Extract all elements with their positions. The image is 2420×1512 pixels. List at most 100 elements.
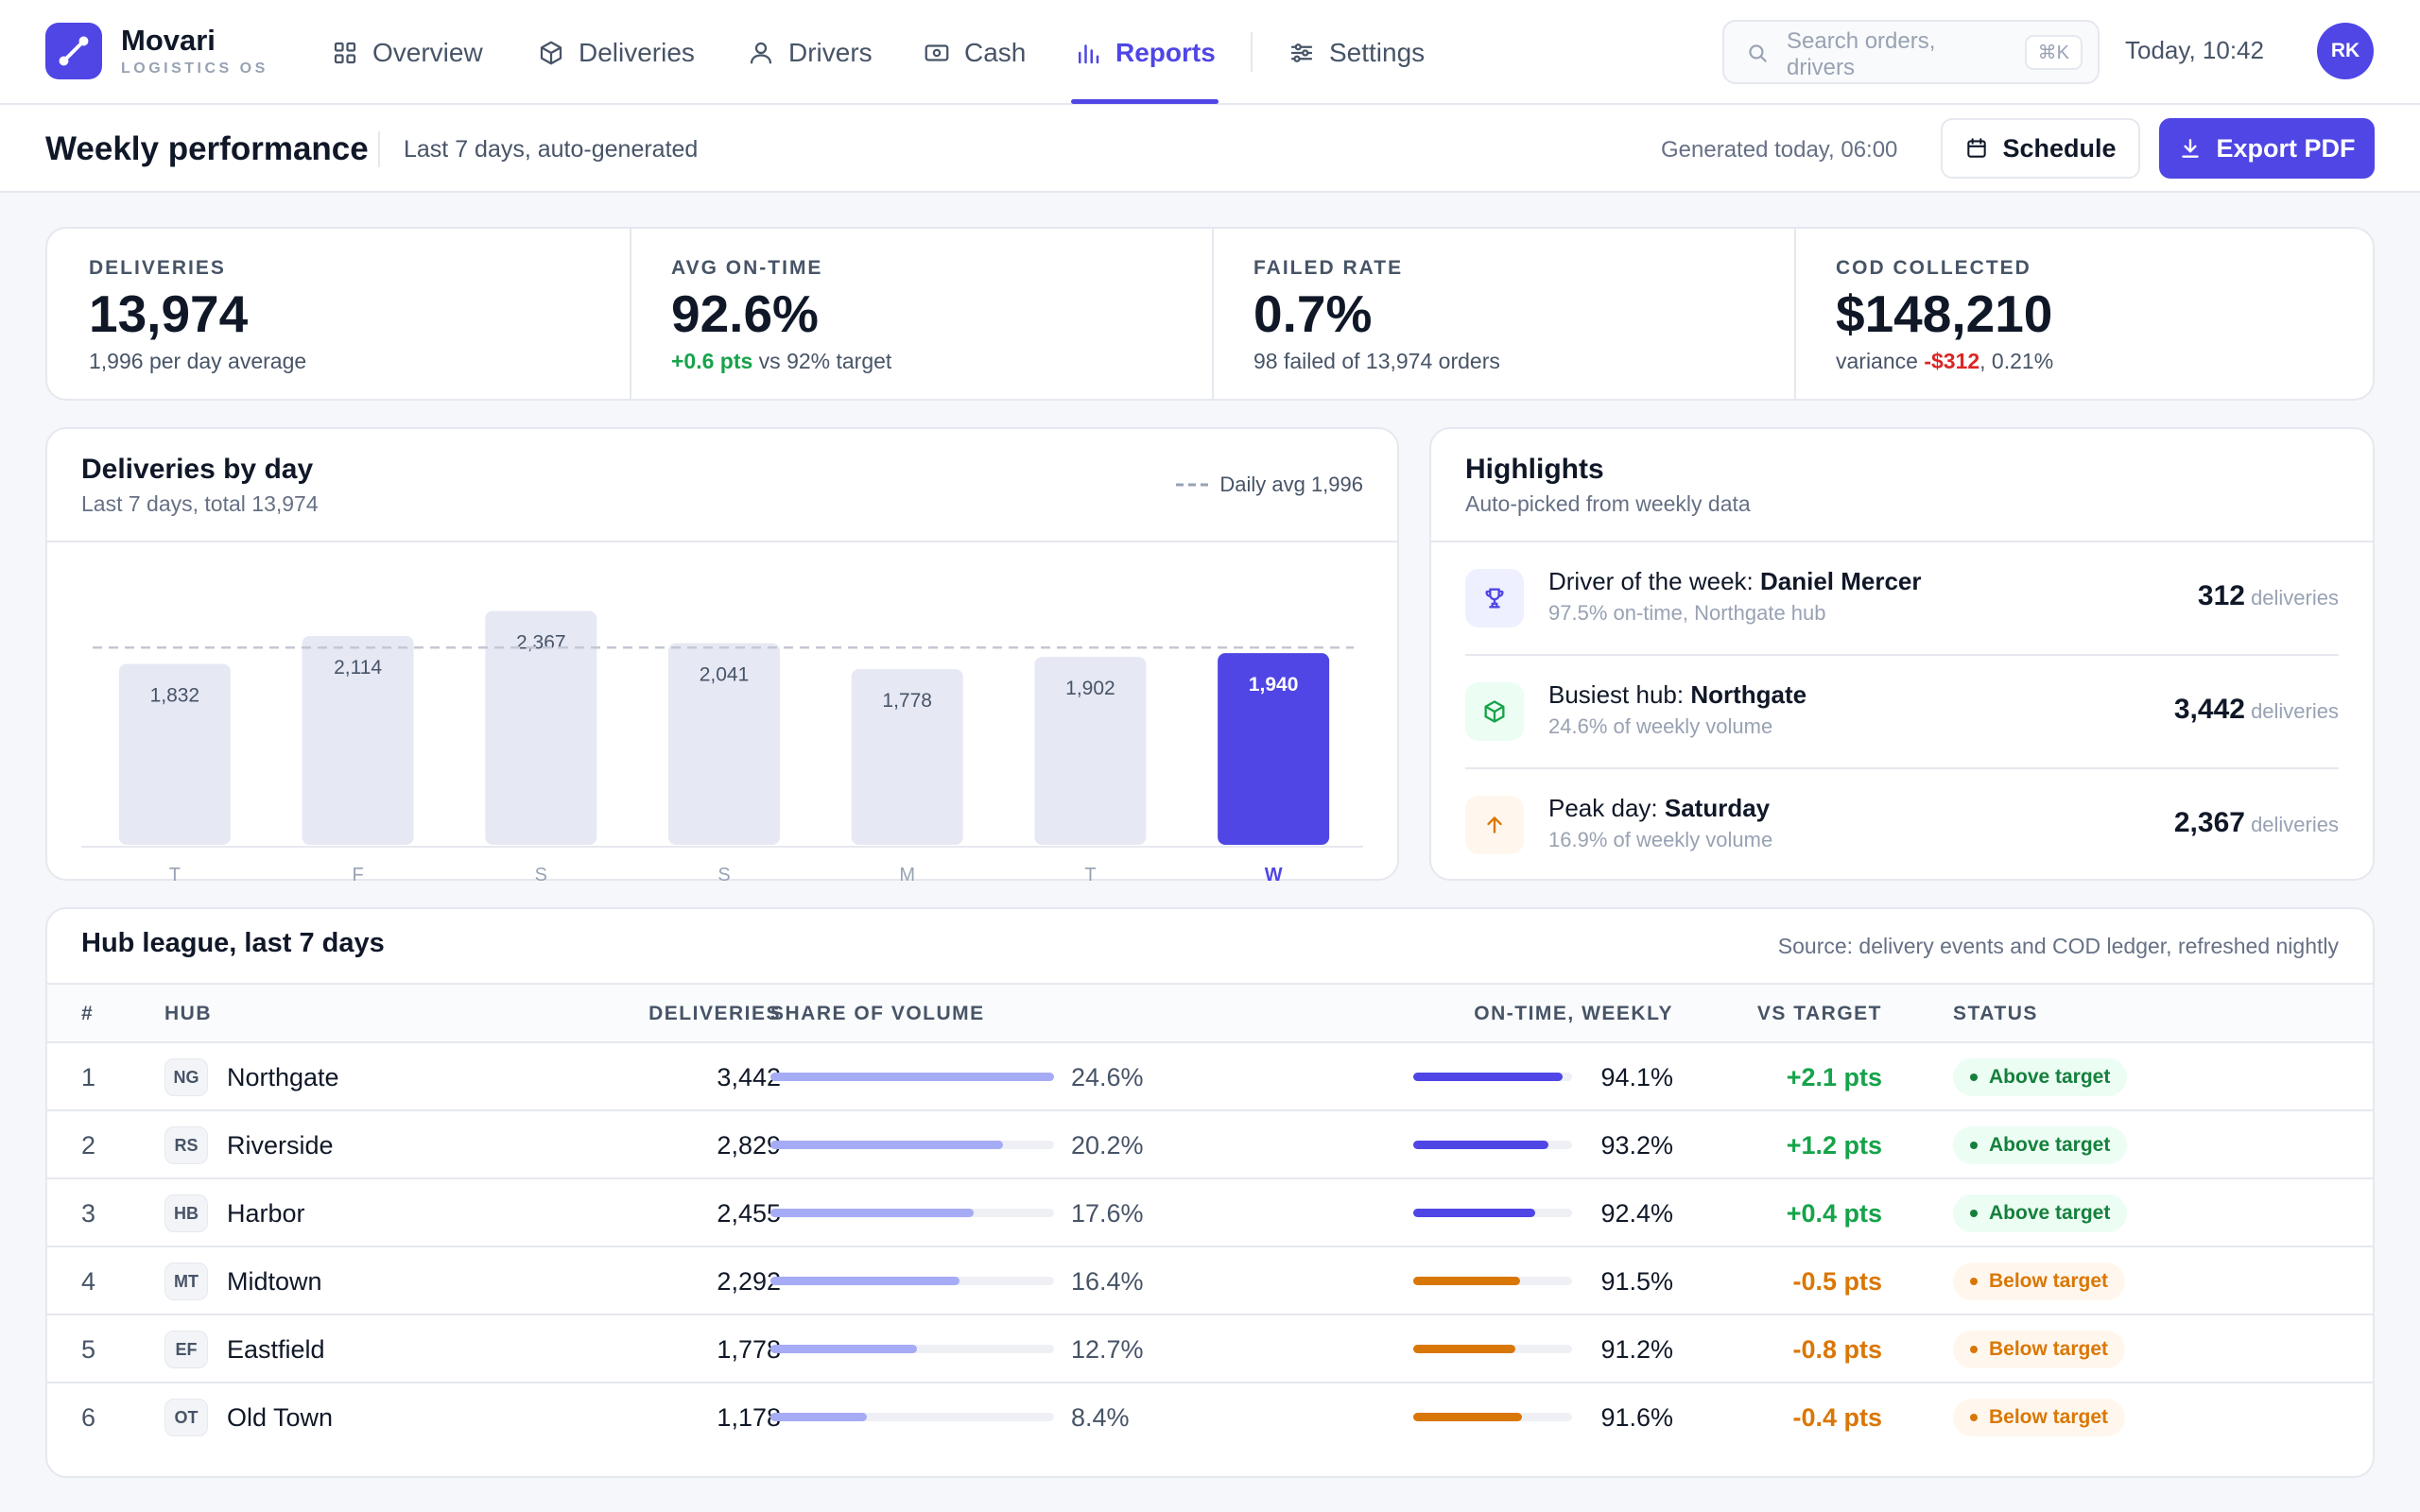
highlight-value-number: 2,367: [2173, 807, 2245, 838]
highlights-card: Highlights Auto-picked from weekly data …: [1429, 427, 2375, 881]
kpi-on-time: AVG ON-TIME 92.6% +0.6 pts vs 92% target: [630, 229, 1212, 399]
generated-timestamp: Generated today, 06:00: [1661, 137, 1898, 163]
export-pdf-button[interactable]: Export PDF: [2159, 118, 2375, 179]
x-tick-label: T: [169, 865, 181, 883]
kpi-divider: [1212, 229, 1214, 399]
nav-overview[interactable]: Overview: [331, 0, 483, 105]
search-placeholder: Search orders, drivers: [1787, 28, 1936, 80]
table-row[interactable]: 1 NG Northgate 3,442 24.6% 94.1% +2.1 pts Above…: [47, 1041, 2373, 1109]
x-tick-label: W: [1265, 865, 1283, 883]
sliders-icon: [1290, 43, 1313, 62]
bar-value-label: 2,114: [334, 657, 382, 679]
rank-cell: 2: [81, 1131, 96, 1160]
on-time-bar-fill: [1413, 1345, 1515, 1353]
kpi-sub-prefix: variance: [1836, 349, 1925, 373]
x-tick-label: F: [352, 865, 363, 883]
avatar[interactable]: RK: [2317, 23, 2374, 79]
deliveries-cell: 1,178: [717, 1403, 781, 1432]
share-cell: 17.6%: [1071, 1199, 1144, 1228]
kpi-sub: 98 failed of 13,974 orders: [1253, 349, 1500, 373]
on-time-bar-fill: [1413, 1209, 1535, 1217]
table-source: Source: delivery events and COD ledger, …: [1777, 934, 2339, 958]
nav-overview-label: Overview: [372, 37, 483, 67]
nav-deliveries[interactable]: Deliveries: [537, 0, 695, 105]
highlight-title-prefix: Busiest hub:: [1548, 680, 1691, 709]
card-divider: [47, 541, 1397, 542]
table-header: # HUB DELIVERIES SHARE OF VOLUME ON-TIME…: [47, 983, 2373, 1041]
highlight-value-number: 3,442: [2173, 694, 2245, 725]
hub-name-cell: Eastfield: [227, 1335, 325, 1364]
on-time-bar-fill: [1413, 1141, 1548, 1149]
bar[interactable]: [1034, 657, 1147, 845]
search-shortcut: ⌘K: [2024, 35, 2083, 70]
nav-cash[interactable]: Cash: [923, 0, 1026, 105]
vs-target-cell: -0.4 pts: [1792, 1403, 1882, 1432]
col-rank: #: [81, 1003, 95, 1024]
trophy-icon: [1465, 569, 1524, 627]
nav-settings-label: Settings: [1329, 37, 1426, 67]
rank-cell: 6: [81, 1403, 96, 1432]
bar[interactable]: [485, 610, 597, 846]
highlight-busiest-hub[interactable]: Busiest hub: Northgate 24.6% of weekly v…: [1431, 656, 2373, 767]
on-time-bar-fill: [1413, 1073, 1564, 1081]
highlight-peak-day[interactable]: Peak day: Saturday 16.9% of weekly volum…: [1431, 769, 2373, 881]
logo[interactable]: [45, 23, 102, 79]
bar[interactable]: [1218, 653, 1330, 845]
highlight-value: 312 deliveries: [2198, 580, 2339, 612]
user-icon: [750, 42, 772, 63]
highlight-title-prefix: Driver of the week:: [1548, 567, 1760, 595]
search-input[interactable]: Search orders, drivers ⌘K: [1722, 20, 2100, 84]
highlight-value-unit: deliveries: [2244, 699, 2339, 723]
row-divider: [1465, 654, 2339, 656]
highlight-driver[interactable]: Driver of the week: Daniel Mercer 97.5% …: [1431, 542, 2373, 654]
on-time-cell: 91.5%: [1600, 1267, 1673, 1296]
col-vs-target: VS TARGET: [1756, 1003, 1882, 1024]
on-time-bar: [1413, 1277, 1572, 1285]
schedule-label: Schedule: [2002, 133, 2117, 163]
bar[interactable]: [118, 663, 231, 845]
kpi-divider: [1794, 229, 1796, 399]
x-tick-label: S: [717, 865, 730, 883]
status-badge: Below target: [1953, 1263, 2126, 1300]
brand-tagline: LOGISTICS OS: [121, 60, 268, 77]
schedule-button[interactable]: Schedule: [1941, 118, 2140, 179]
bar[interactable]: [302, 635, 414, 845]
row-divider: [1465, 767, 2339, 769]
nav-settings[interactable]: Settings: [1288, 0, 1425, 105]
table-row[interactable]: 5 EF Eastfield 1,778 12.7% 91.2% -0.8 pts Below…: [47, 1314, 2373, 1382]
status-badge: Below target: [1953, 1331, 2126, 1368]
top-bar: Movari LOGISTICS OS Overview Deliveries …: [0, 0, 2420, 105]
bar-value-label: 1,940: [1249, 674, 1299, 696]
share-bar: [770, 1209, 1054, 1217]
table-row[interactable]: 6 OT Old Town 1,178 8.4% 91.6% -0.4 pts Below t…: [47, 1382, 2373, 1450]
dashed-line-icon: [1176, 483, 1209, 487]
x-tick-label: M: [899, 865, 915, 883]
table-row[interactable]: 4 MT Midtown 2,292 16.4% 91.5% -0.5 pts Below t…: [47, 1246, 2373, 1314]
bar[interactable]: [851, 669, 963, 845]
share-cell: 20.2%: [1071, 1131, 1144, 1160]
chart-title: Deliveries by day: [81, 454, 314, 485]
rank-cell: 4: [81, 1267, 96, 1296]
hub-name-cell: Northgate: [227, 1063, 339, 1091]
hub-code-badge: RS: [164, 1126, 208, 1164]
page-title: Weekly performance: [45, 130, 369, 167]
on-time-bar: [1413, 1141, 1572, 1149]
table-row[interactable]: 2 RS Riverside 2,829 20.2% 93.2% +1.2 pts Above…: [47, 1109, 2373, 1177]
vs-target-cell: +0.4 pts: [1786, 1199, 1882, 1228]
rank-cell: 3: [81, 1199, 96, 1228]
col-deliveries: DELIVERIES: [648, 1003, 781, 1024]
bar[interactable]: [668, 643, 780, 845]
nav-reports-label: Reports: [1115, 37, 1216, 67]
bar-value-label: 2,367: [516, 632, 566, 654]
highlight-title: Driver of the week: Daniel Mercer: [1548, 567, 1922, 596]
share-bar-fill: [770, 1413, 868, 1421]
on-time-bar: [1413, 1413, 1572, 1421]
kpi-value: 0.7%: [1253, 284, 1373, 343]
nav-reports[interactable]: Reports: [1074, 0, 1216, 105]
table-row[interactable]: 3 HB Harbor 2,455 17.6% 92.4% +0.4 pts Above ta…: [47, 1177, 2373, 1246]
bar-chart-icon: [1079, 43, 1099, 63]
on-time-cell: 94.1%: [1600, 1063, 1673, 1091]
on-time-bar-fill: [1413, 1413, 1522, 1421]
highlight-value: 3,442 deliveries: [2174, 694, 2339, 726]
nav-drivers[interactable]: Drivers: [747, 0, 873, 105]
